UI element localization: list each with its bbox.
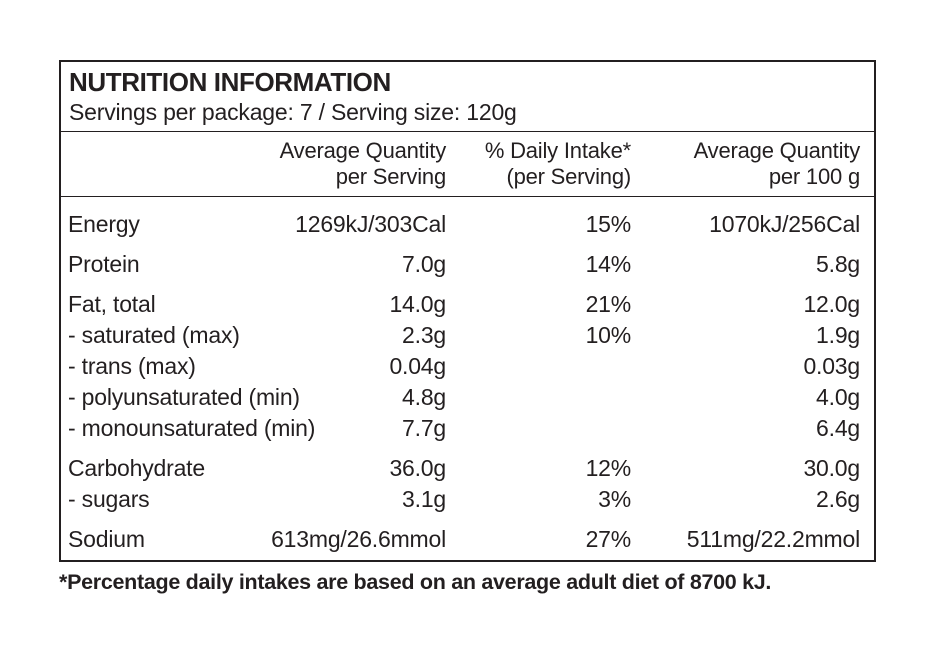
table-row-sodium: Sodium 613mg/26.6mmol 27% 511mg/22.2mmol [61,515,874,560]
value-per-100g: 4.0g [816,384,860,410]
value-per-100g: 6.4g [816,415,860,441]
servings-line: Servings per package: 7 / Serving size: … [69,99,517,125]
value-daily-intake: 12% [585,455,632,481]
col-header-line: Average Quantity [279,138,447,163]
value-per-100g: 30.0g [803,455,860,481]
col-header-daily-intake: % Daily Intake* (per Serving) [446,132,631,197]
table-row-trans: - trans (max) 0.04g 0.03g [61,351,874,382]
row-label: Protein [68,251,140,277]
panel-header: NUTRITION INFORMATION Servings per packa… [61,62,874,132]
value-per-100g: 12.0g [803,291,860,317]
col-header-per-100g: Average Quantity per 100 g [631,132,874,197]
value-per-100g: 1070kJ/256Cal [709,211,860,237]
value-per-serving: 613mg/26.6mmol [271,526,446,552]
column-header-row: Average Quantity per Serving % Daily Int… [61,132,874,197]
value-per-serving: 0.04g [389,353,446,379]
value-per-serving: 7.7g [402,415,446,441]
row-label: - monounsaturated (min) [68,415,316,441]
value-daily-intake: 21% [585,291,632,317]
value-daily-intake: 10% [585,322,632,348]
col-header-line: % Daily Intake* [484,138,631,163]
table-row-protein: Protein 7.0g 14% 5.8g [61,240,874,280]
table-row-carbohydrate: Carbohydrate 36.0g 12% 30.0g [61,444,874,484]
row-label: - saturated (max) [68,322,240,348]
value-daily-intake: 15% [585,211,632,237]
value-daily-intake [446,351,631,382]
value-per-serving: 1269kJ/303Cal [295,211,446,237]
value-per-serving: 2.3g [402,322,446,348]
row-label: Fat, total [68,291,156,317]
value-per-100g: 2.6g [816,486,860,512]
value-per-100g: 5.8g [816,251,860,277]
table-row-energy: Energy 1269kJ/303Cal 15% 1070kJ/256Cal [61,197,874,241]
col-header-line: per 100 g [768,164,860,189]
row-label: Energy [68,211,140,237]
table-row-monounsaturated: - monounsaturated (min) 7.7g 6.4g [61,413,874,444]
row-label: - trans (max) [68,353,196,379]
col-header-line: (per Serving) [506,164,631,189]
value-per-100g: 0.03g [803,353,860,379]
value-per-serving: 36.0g [389,455,446,481]
value-per-serving: 7.0g [402,251,446,277]
value-daily-intake [446,413,631,444]
col-header-line: per Serving [335,164,447,189]
table-row-sugars: - sugars 3.1g 3% 2.6g [61,484,874,515]
value-per-100g: 511mg/22.2mmol [686,526,860,552]
value-daily-intake: 3% [598,486,631,512]
table-row-fat-total: Fat, total 14.0g 21% 12.0g [61,280,874,320]
table-row-saturated: - saturated (max) 2.3g 10% 1.9g [61,320,874,351]
col-header-line: Average Quantity [693,138,861,163]
col-header-per-serving: Average Quantity per Serving [61,132,446,197]
value-per-100g: 1.9g [816,322,860,348]
panel-title: NUTRITION INFORMATION [69,67,391,97]
value-per-serving: 4.8g [402,384,446,410]
value-per-serving: 3.1g [402,486,446,512]
value-per-serving: 14.0g [389,291,446,317]
value-daily-intake: 27% [585,526,632,552]
nutrition-panel: NUTRITION INFORMATION Servings per packa… [59,60,876,562]
row-label: Sodium [68,526,145,552]
nutrition-label-page: NUTRITION INFORMATION Servings per packa… [59,60,876,595]
nutrition-table: Average Quantity per Serving % Daily Int… [61,132,874,560]
row-label: - sugars [68,486,150,512]
row-label: - polyunsaturated (min) [68,384,300,410]
row-label: Carbohydrate [68,455,205,481]
footnote: *Percentage daily intakes are based on a… [59,570,772,594]
value-daily-intake [446,382,631,413]
table-row-polyunsaturated: - polyunsaturated (min) 4.8g 4.0g [61,382,874,413]
value-daily-intake: 14% [585,251,632,277]
